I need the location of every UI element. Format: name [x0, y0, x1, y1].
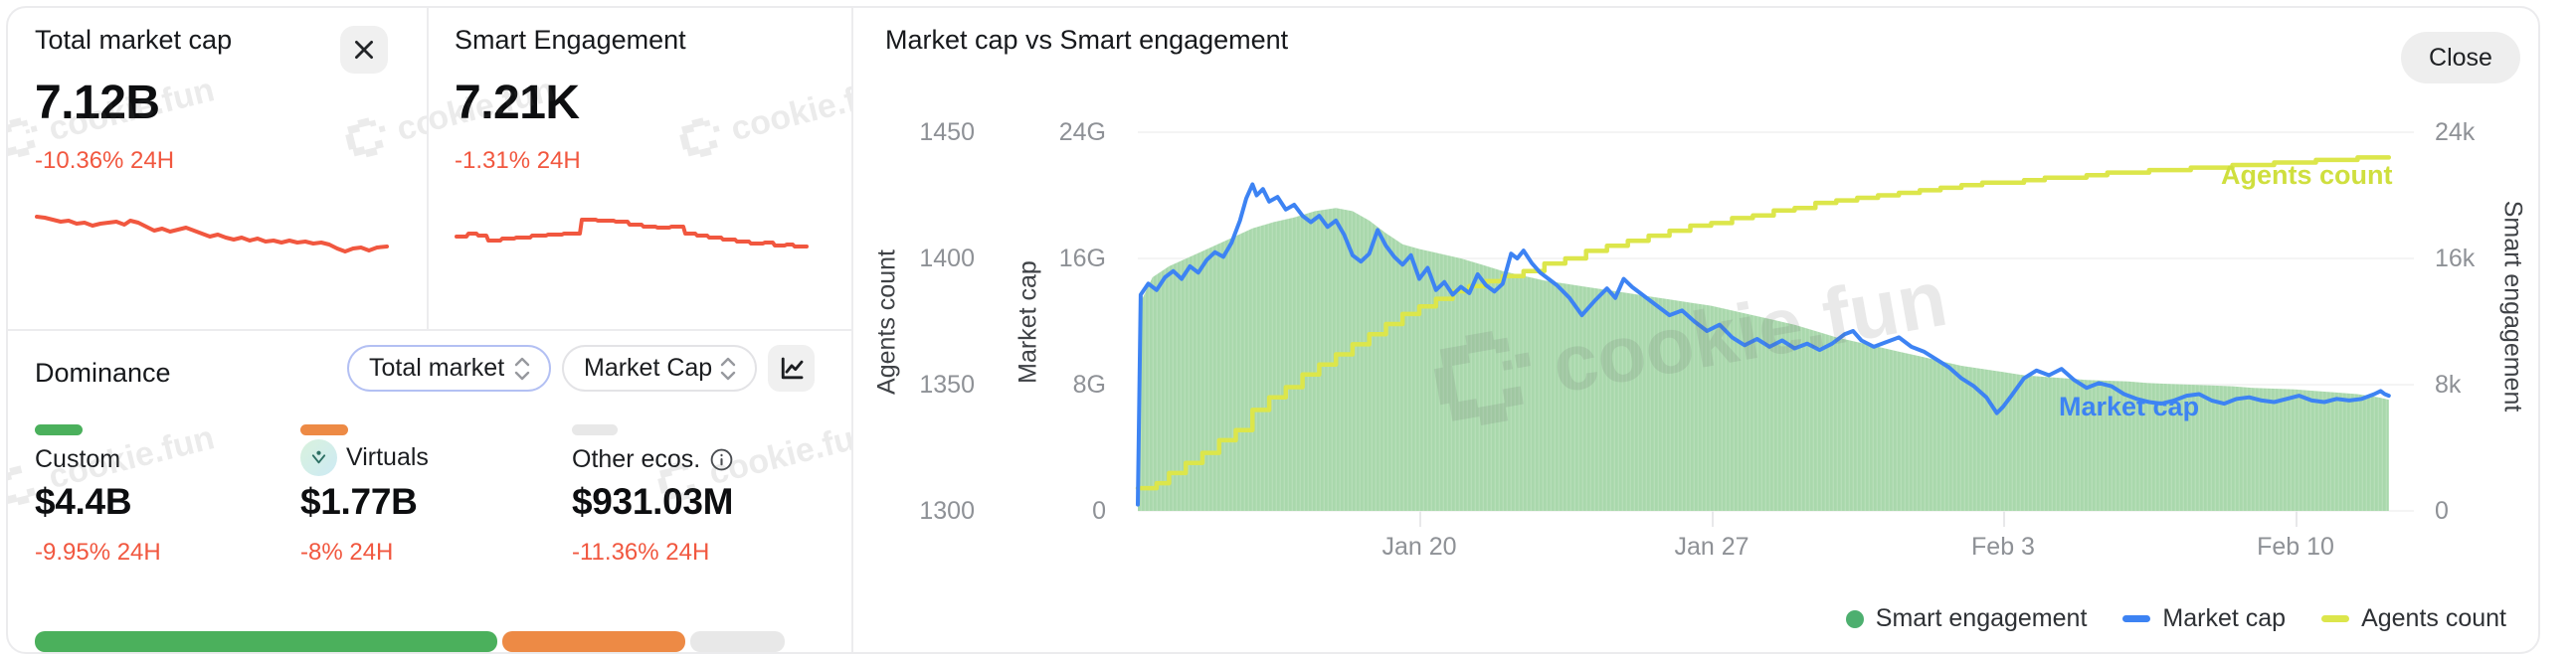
- legend-item-agents-count[interactable]: Agents count: [2321, 604, 2506, 633]
- chart-title: Market cap vs Smart engagement: [885, 25, 1289, 55]
- x-axis-label: Jan 27: [1674, 533, 1749, 561]
- custom-color-pill: [35, 424, 83, 435]
- panel-divider: [851, 8, 853, 652]
- x-axis-label: Jan 20: [1381, 533, 1457, 561]
- agents-count-series-label: Agents count: [2221, 160, 2393, 190]
- x-tick-mark: [1712, 511, 1714, 527]
- agents-tick: 1450: [919, 118, 975, 146]
- other-change: -11.36% 24H: [572, 539, 710, 566]
- custom-change: -9.95% 24H: [35, 539, 161, 566]
- chevron-updown-icon: [514, 357, 530, 380]
- line-chart-icon: [781, 357, 803, 379]
- virtuals-label-row: Virtuals: [300, 439, 429, 476]
- row-divider: [8, 329, 852, 331]
- virtuals-change: -8% 24H: [300, 539, 394, 566]
- x-icon: [355, 41, 373, 59]
- agents-count-line-series: [1135, 155, 2392, 491]
- card-change: -1.31% 24H: [455, 147, 581, 174]
- agents-tick: 1400: [919, 245, 975, 272]
- chart-view-button[interactable]: [768, 345, 815, 392]
- smart-tick: 16k: [2435, 245, 2476, 272]
- card-value: 7.21K: [455, 77, 580, 129]
- chart-plot-area[interactable]: [1135, 131, 2414, 512]
- chart-panel: Market cap vs Smart engagement Close 145…: [852, 8, 2540, 652]
- info-icon[interactable]: [709, 447, 734, 472]
- green-dot-icon: [1845, 609, 1864, 628]
- market-cap-sparkline: [35, 215, 389, 253]
- agents-axis-title: Agents count: [872, 249, 901, 395]
- virtuals-value: $1.77B: [300, 481, 418, 522]
- other-label-row: Other ecos.: [572, 445, 734, 474]
- x-tick-mark: [2003, 511, 2005, 527]
- other-value: $931.03M: [572, 481, 734, 522]
- metric-select[interactable]: Market Cap: [562, 345, 757, 392]
- cookiefun-watermark: cookie.fun: [672, 67, 852, 165]
- chevron-updown-icon: [720, 357, 736, 380]
- cookiefun-watermark: cookie.fun: [338, 67, 428, 165]
- smart-tick: 24k: [2435, 118, 2476, 146]
- smart-tick: 0: [2435, 497, 2449, 525]
- card-divider: [427, 8, 429, 330]
- virtuals-color-pill: [300, 424, 348, 435]
- smart-engagement-card: cookie.fun cookie.fun Smart Engagement 7…: [428, 8, 852, 330]
- custom-value: $4.4B: [35, 481, 132, 522]
- bar-segment-other: [689, 631, 785, 652]
- total-market-cap-card: cookie.fun cookie.fun Total market cap 7…: [8, 8, 428, 330]
- yellow-dash-icon: [2321, 615, 2350, 622]
- card-title: Smart Engagement: [455, 25, 686, 55]
- legend-item-smart-engagement[interactable]: Smart engagement: [1845, 604, 2087, 633]
- cookie-logo-icon: [345, 117, 386, 158]
- close-card-button[interactable]: [340, 26, 388, 74]
- smart-axis-title: Smart engagement: [2498, 200, 2527, 412]
- market-select[interactable]: Total market: [347, 345, 551, 392]
- cookie-logo-icon: [679, 117, 720, 158]
- marketcap-axis-title: Market cap: [1013, 260, 1042, 384]
- x-axis-label: Feb 3: [1971, 533, 2035, 561]
- card-title: Total market cap: [35, 25, 233, 55]
- x-tick-mark: [1419, 511, 1421, 527]
- smart-tick: 8k: [2435, 371, 2462, 399]
- agents-tick: 1350: [919, 371, 975, 399]
- agents-tick: 1300: [919, 497, 975, 525]
- bar-segment-custom: [35, 631, 498, 652]
- card-value: 7.12B: [35, 77, 160, 129]
- dominance-panel: cookie.fun cookie.fun Dominance Total ma…: [8, 330, 852, 652]
- close-chart-button[interactable]: Close: [2401, 32, 2520, 83]
- bar-segment-virtuals: [502, 631, 685, 652]
- marketcap-tick: 0: [1092, 497, 1106, 525]
- dominance-stacked-bar: [35, 631, 785, 652]
- marketcap-tick: 8G: [1072, 371, 1106, 399]
- blue-dash-icon: [2122, 615, 2151, 622]
- other-color-pill: [572, 424, 618, 435]
- custom-label: Custom: [35, 445, 121, 473]
- x-axis-label: Feb 10: [2257, 533, 2334, 561]
- marketcap-tick: 16G: [1058, 245, 1106, 272]
- virtuals-logo-icon: [300, 439, 337, 476]
- smart-engagement-sparkline: [455, 218, 809, 248]
- chart-legend: Smart engagement Market cap Agents count: [1845, 604, 2506, 633]
- dashboard-panel: cookie.fun cookie.fun Total market cap 7…: [6, 6, 2540, 654]
- card-change: -10.36% 24H: [35, 147, 175, 174]
- smart-engagement-area-series: [1138, 208, 2389, 511]
- market-cap-series-label: Market cap: [2059, 392, 2200, 421]
- marketcap-tick: 24G: [1058, 118, 1106, 146]
- market-cap-line-series: [1136, 182, 2391, 507]
- dominance-title: Dominance: [35, 358, 171, 388]
- x-tick-mark: [2296, 511, 2298, 527]
- legend-item-market-cap[interactable]: Market cap: [2122, 604, 2286, 633]
